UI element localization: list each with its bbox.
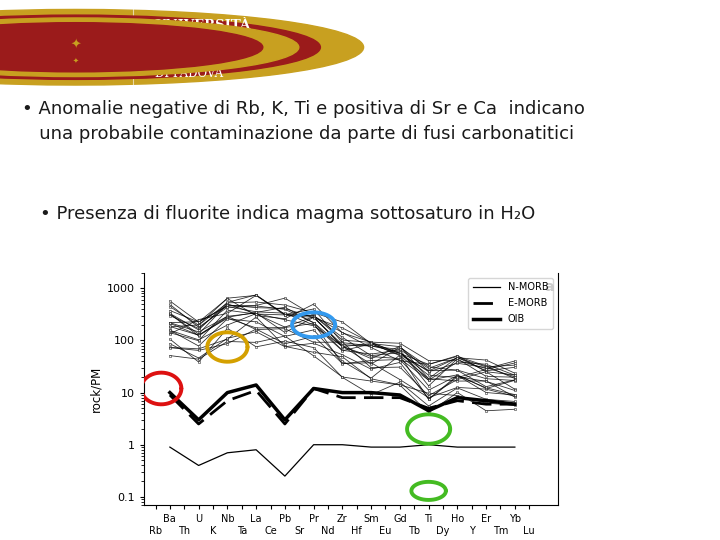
Text: DI PADOVA: DI PADOVA: [155, 67, 223, 80]
Text: UNIVERSITÀ: UNIVERSITÀ: [155, 19, 251, 32]
Text: a: a: [544, 280, 554, 294]
Text: • Anomalie negative di Rb, K, Ti e positiva di Sr e Ca  indicano
   una probabil: • Anomalie negative di Rb, K, Ti e posit…: [22, 100, 585, 143]
Text: ✦: ✦: [73, 57, 78, 64]
Text: DEGLI STUDI: DEGLI STUDI: [155, 44, 238, 58]
Legend: N-MORB, E-MORB, OIB: N-MORB, E-MORB, OIB: [468, 278, 553, 329]
Circle shape: [0, 23, 263, 72]
Text: ✦: ✦: [71, 39, 81, 52]
Y-axis label: rock/PM: rock/PM: [90, 366, 103, 412]
Circle shape: [0, 10, 364, 85]
Circle shape: [0, 15, 320, 79]
Circle shape: [0, 18, 299, 77]
Text: • Presenza di fluorite indica magma sottosaturo in H₂O: • Presenza di fluorite indica magma sott…: [40, 205, 535, 223]
